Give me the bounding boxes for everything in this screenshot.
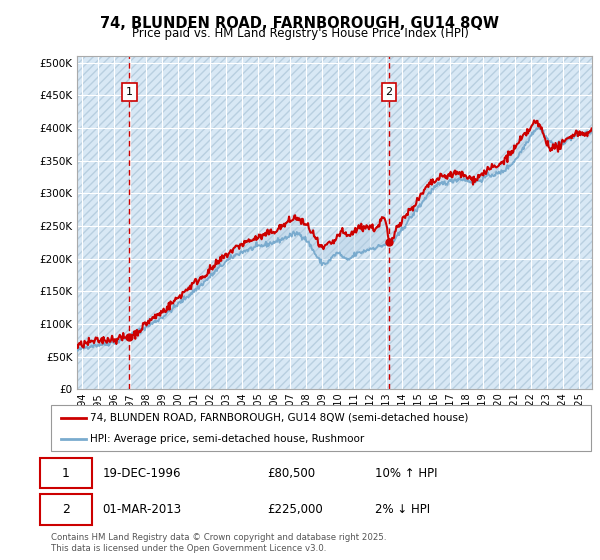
Text: 2: 2 <box>385 87 392 97</box>
Text: Price paid vs. HM Land Registry's House Price Index (HPI): Price paid vs. HM Land Registry's House … <box>131 27 469 40</box>
Text: Contains HM Land Registry data © Crown copyright and database right 2025.
This d: Contains HM Land Registry data © Crown c… <box>51 533 386 553</box>
Text: £80,500: £80,500 <box>267 466 315 480</box>
Text: HPI: Average price, semi-detached house, Rushmoor: HPI: Average price, semi-detached house,… <box>91 435 365 444</box>
Text: 74, BLUNDEN ROAD, FARNBOROUGH, GU14 8QW: 74, BLUNDEN ROAD, FARNBOROUGH, GU14 8QW <box>101 16 499 31</box>
Text: £225,000: £225,000 <box>267 503 323 516</box>
Text: 2: 2 <box>62 503 70 516</box>
FancyBboxPatch shape <box>40 458 91 488</box>
Text: 19-DEC-1996: 19-DEC-1996 <box>103 466 181 480</box>
Text: 01-MAR-2013: 01-MAR-2013 <box>103 503 181 516</box>
Text: 1: 1 <box>62 466 70 480</box>
Text: 10% ↑ HPI: 10% ↑ HPI <box>375 466 437 480</box>
Text: 2% ↓ HPI: 2% ↓ HPI <box>375 503 430 516</box>
FancyBboxPatch shape <box>40 494 91 525</box>
FancyBboxPatch shape <box>51 405 591 451</box>
Text: 1: 1 <box>126 87 133 97</box>
Text: 74, BLUNDEN ROAD, FARNBOROUGH, GU14 8QW (semi-detached house): 74, BLUNDEN ROAD, FARNBOROUGH, GU14 8QW … <box>91 413 469 423</box>
